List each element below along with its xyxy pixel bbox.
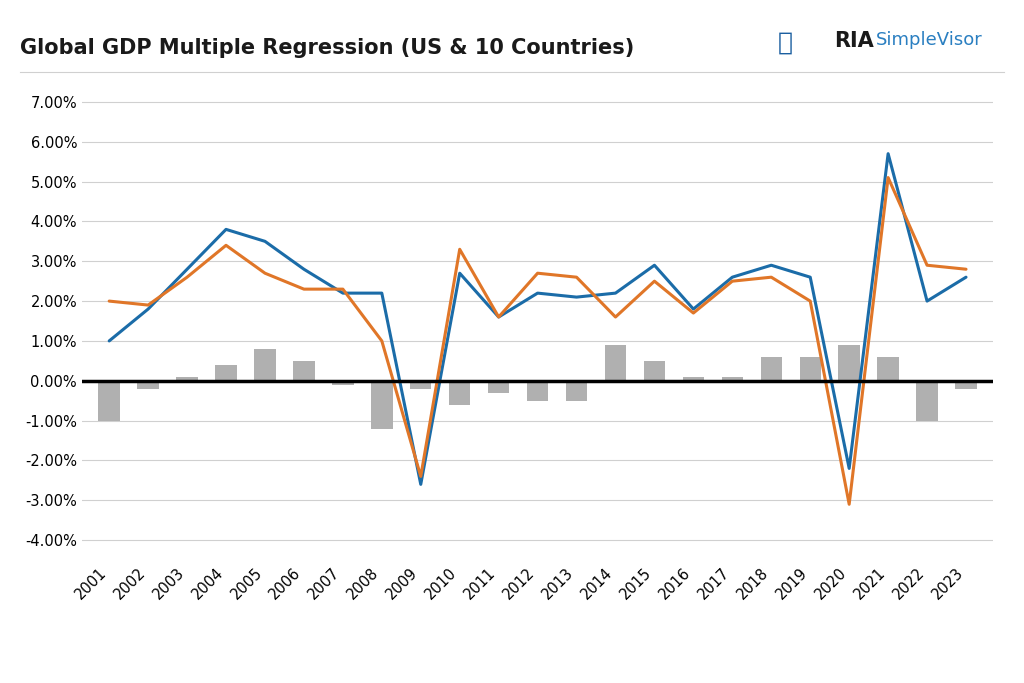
Bar: [98, 380, 120, 421]
Bar: [878, 357, 899, 380]
Text: SimpleVisor: SimpleVisor: [876, 31, 982, 48]
Bar: [761, 357, 782, 380]
Bar: [215, 365, 237, 380]
Bar: [605, 345, 627, 380]
Bar: [955, 380, 977, 389]
Bar: [371, 380, 392, 429]
Bar: [137, 380, 159, 389]
Bar: [800, 357, 821, 380]
Bar: [293, 361, 314, 380]
Legend: Difference, US GDP, Regression-10 Nations GDP: Difference, US GDP, Regression-10 Nation…: [252, 678, 823, 683]
Bar: [176, 377, 198, 380]
Bar: [566, 380, 587, 401]
Bar: [683, 377, 705, 380]
Bar: [644, 361, 666, 380]
Bar: [527, 380, 548, 401]
Bar: [410, 380, 431, 389]
Bar: [254, 349, 275, 380]
Bar: [916, 380, 938, 421]
Bar: [722, 377, 743, 380]
Bar: [839, 345, 860, 380]
Text: 🦅: 🦅: [778, 31, 794, 55]
Bar: [449, 380, 470, 404]
Bar: [488, 380, 509, 393]
Text: Global GDP Multiple Regression (US & 10 Countries): Global GDP Multiple Regression (US & 10 …: [20, 38, 635, 57]
Text: RIA: RIA: [835, 31, 874, 51]
Bar: [332, 380, 353, 385]
